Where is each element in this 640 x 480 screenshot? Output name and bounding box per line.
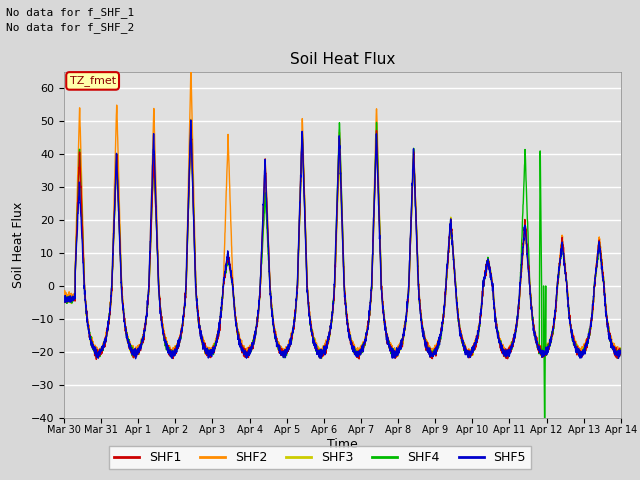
Text: TZ_fmet: TZ_fmet — [70, 75, 116, 86]
Y-axis label: Soil Heat Flux: Soil Heat Flux — [12, 202, 25, 288]
Text: No data for f_SHF_2: No data for f_SHF_2 — [6, 22, 134, 33]
Title: Soil Heat Flux: Soil Heat Flux — [290, 52, 395, 67]
Text: No data for f_SHF_1: No data for f_SHF_1 — [6, 7, 134, 18]
X-axis label: Time: Time — [327, 438, 358, 451]
Legend: SHF1, SHF2, SHF3, SHF4, SHF5: SHF1, SHF2, SHF3, SHF4, SHF5 — [109, 446, 531, 469]
